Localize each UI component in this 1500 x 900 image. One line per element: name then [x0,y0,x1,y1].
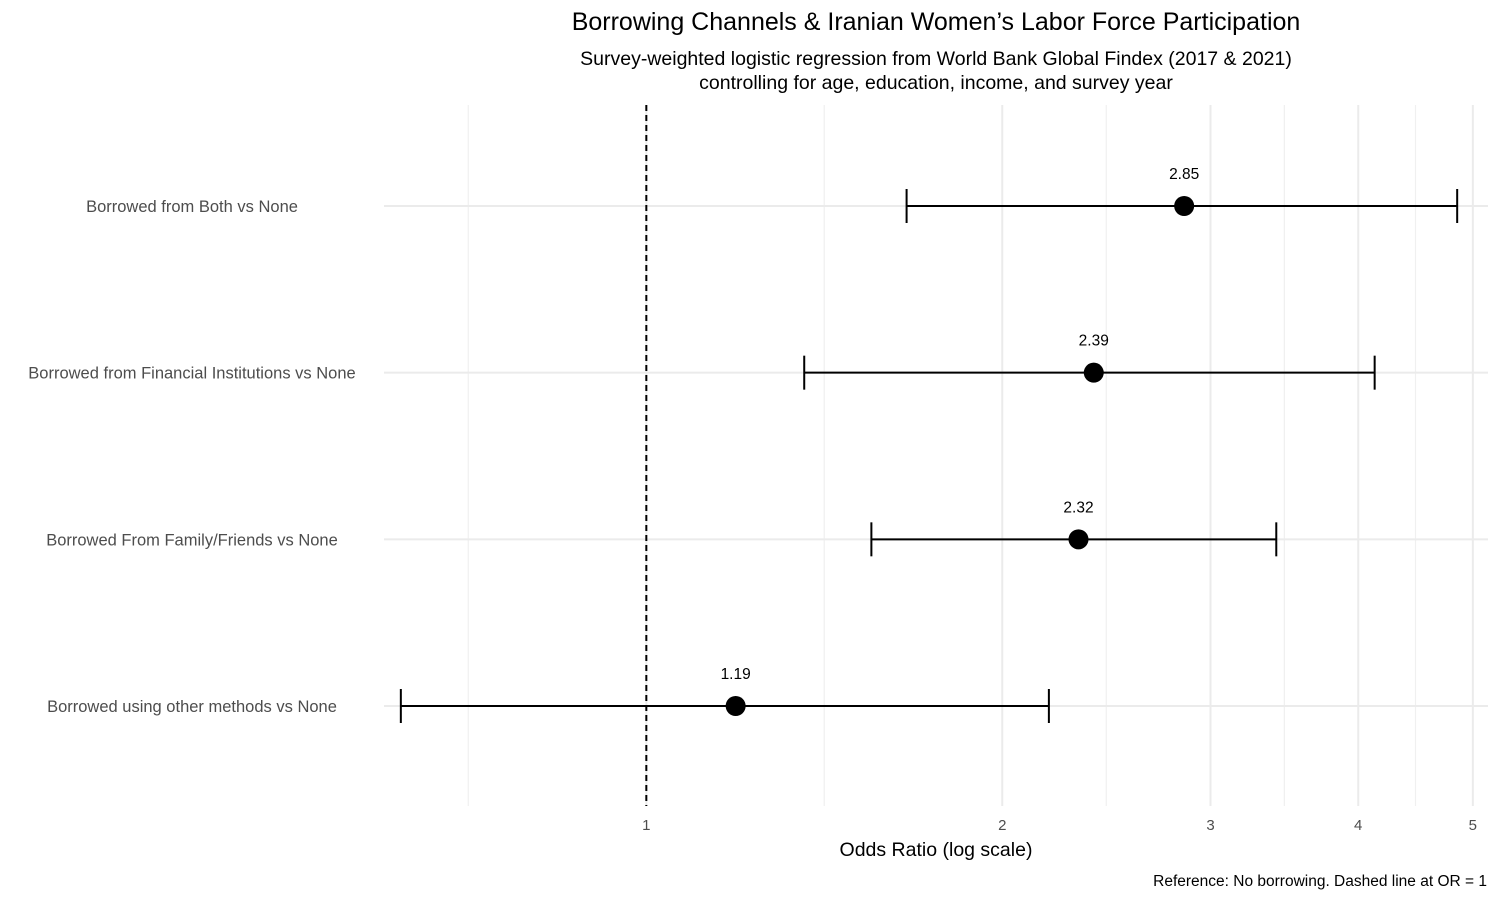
y-category-label-3: Borrowed using other methods vs None [47,698,337,716]
estimate-point-0 [1174,196,1195,216]
estimate-label-2: 2.32 [1063,499,1093,516]
chart-caption: Reference: No borrowing. Dashed line at … [1153,873,1487,890]
minor-gridlines [467,105,1417,806]
x-axis-tick-labels: 1 2 3 4 5 [642,817,1477,834]
chart-subtitle-line-1: Survey-weighted logistic regression from… [580,48,1292,70]
estimates-group: 2.85 2.39 2.32 1.19 [399,166,1459,723]
x-tick-label-4: 5 [1469,817,1477,834]
x-tick-label-2: 3 [1206,817,1214,834]
y-category-label-0: Borrowed from Both vs None [86,198,298,216]
x-tick-label-3: 4 [1354,817,1362,834]
chart-title: Borrowing Channels & Iranian Women’s Lab… [572,8,1301,36]
y-category-label-1: Borrowed from Financial Institutions vs … [28,365,355,383]
estimate-point-1 [1083,362,1104,383]
major-gridlines [384,105,1488,806]
estimate-point-2 [1068,529,1089,550]
chart-subtitle-line-2: controlling for age, education, income, … [699,72,1173,94]
y-category-label-2: Borrowed From Family/Friends vs None [46,531,338,549]
x-tick-label-1: 2 [998,817,1006,834]
x-axis-label: Odds Ratio (log scale) [840,839,1033,861]
estimate-label-0: 2.85 [1169,166,1199,183]
estimate-point-3 [725,696,746,716]
estimate-label-3: 1.19 [721,666,751,683]
x-tick-label-0: 1 [642,817,650,834]
estimate-label-1: 2.39 [1079,333,1109,350]
y-axis-labels: Borrowed from Both vs None Borrowed from … [28,198,355,716]
